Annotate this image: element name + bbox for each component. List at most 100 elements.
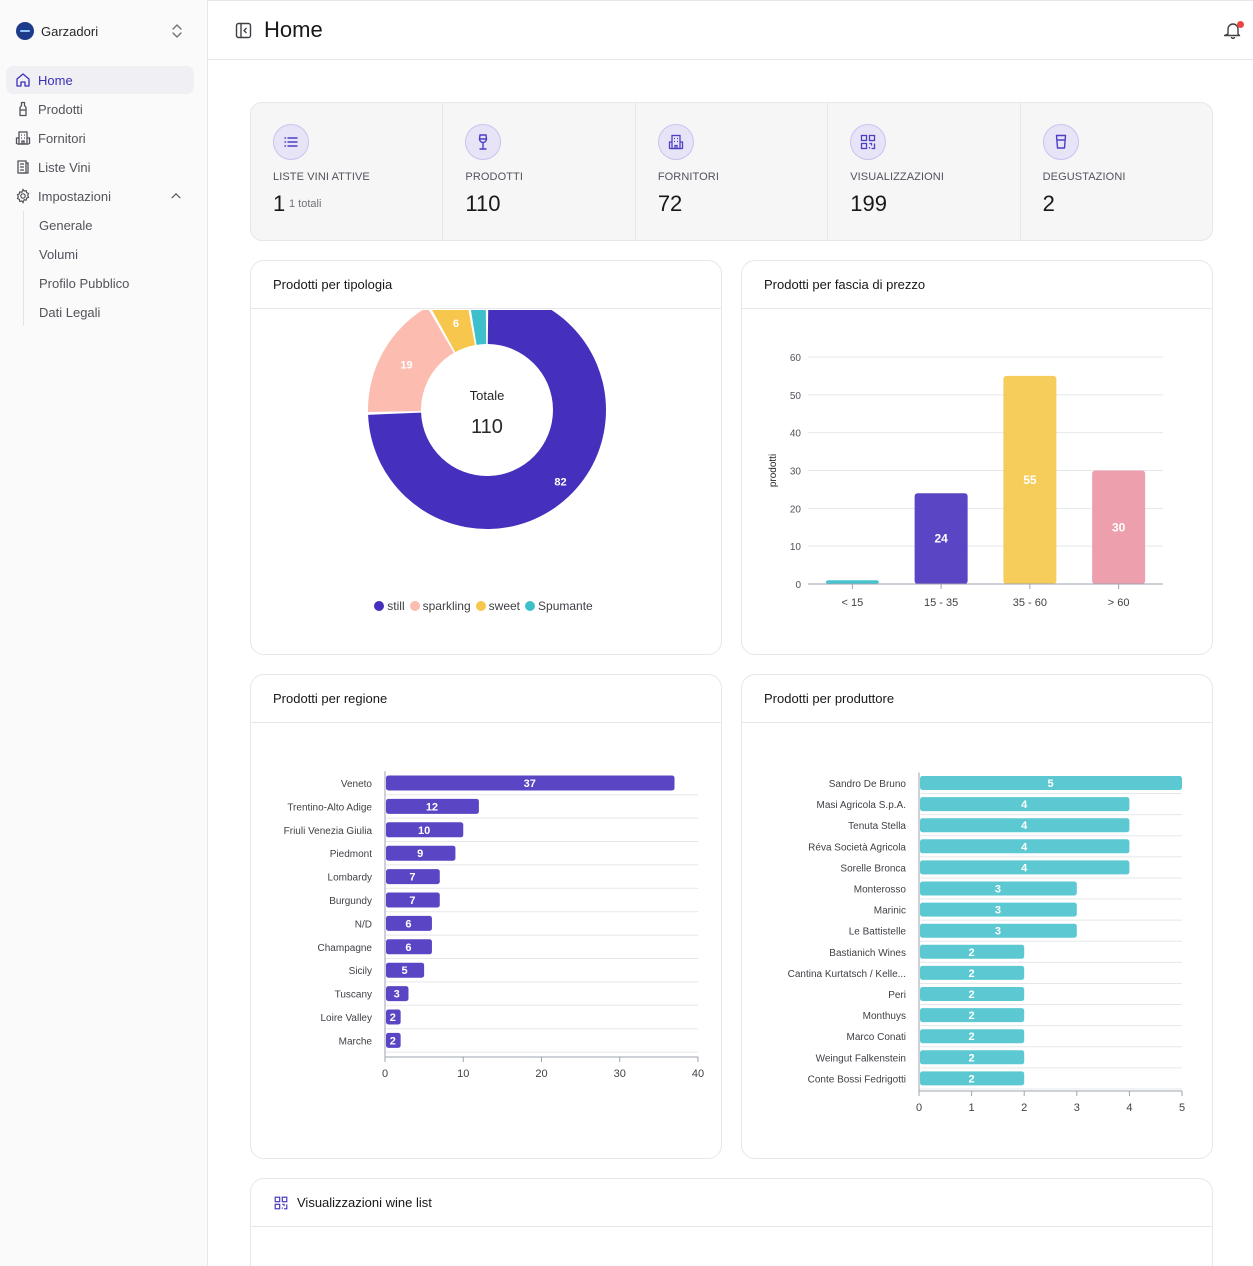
bar-value-label: 10 xyxy=(418,825,430,837)
bar-3[interactable] xyxy=(386,845,456,861)
card-prodotti-tipologia: Prodotti per tipologia 82 19 6 Totale 110 st… xyxy=(250,260,722,655)
sidebar-item-profilo-pubblico[interactable]: Profilo Pubblico xyxy=(33,269,194,297)
slice-value-label: 19 xyxy=(400,360,412,372)
bar-6[interactable] xyxy=(386,915,432,931)
bar-4[interactable] xyxy=(920,860,1130,875)
y-tick-label: Conte Bossi Fedrigotti xyxy=(808,1074,906,1085)
y-tick-label: Peri xyxy=(888,990,906,1001)
y-tick-label: 40 xyxy=(790,429,802,440)
legend-swatch xyxy=(409,601,420,611)
legend-label: Spumante xyxy=(538,599,593,613)
sidebar-toggle-icon[interactable] xyxy=(235,22,252,39)
x-tick-label: 3 xyxy=(1074,1102,1080,1114)
bar-2[interactable] xyxy=(920,818,1130,833)
stat-label: LISTE VINI ATTIVE xyxy=(273,171,370,183)
wine-glass-icon xyxy=(465,124,502,160)
sidebar-item-label: Liste Vini xyxy=(38,159,91,175)
x-tick-label: 15 - 35 xyxy=(924,597,958,609)
sidebar-item-home[interactable]: Home xyxy=(6,66,194,94)
bar-1[interactable] xyxy=(914,493,968,584)
bar-14[interactable] xyxy=(920,1071,1025,1086)
x-tick-label: 2 xyxy=(1021,1102,1027,1114)
bar-9[interactable] xyxy=(386,986,409,1002)
donut-slice-still[interactable] xyxy=(368,310,606,529)
bar-1[interactable] xyxy=(920,797,1130,812)
x-tick-label: 0 xyxy=(916,1102,922,1114)
org-switcher[interactable]: Garzadori xyxy=(8,14,192,48)
sidebar-item-liste-vini[interactable]: Liste Vini xyxy=(6,153,194,181)
sidebar-item-volumi[interactable]: Volumi xyxy=(33,240,194,268)
sidebar-item-impostazioni[interactable]: Impostazioni xyxy=(6,182,194,210)
sidebar-item-prodotti[interactable]: Prodotti xyxy=(6,95,194,123)
bar-2[interactable] xyxy=(1003,375,1057,584)
bar-7[interactable] xyxy=(386,939,432,955)
bar-10[interactable] xyxy=(920,987,1025,1001)
stats-panel: LISTE VINI ATTIVE 1 1 totali PRODOTTI 11… xyxy=(250,102,1213,241)
settings-subnav: Generale Volumi Profilo Pubblico Dati Le… xyxy=(23,211,194,326)
stat-value: 199 xyxy=(850,191,887,216)
bar-5[interactable] xyxy=(920,881,1077,896)
card-prodotti-fascia-prezzo: Prodotti per fascia di prezzo 0 10 20 30 40 5… xyxy=(741,260,1213,655)
donut-slice-sparkling[interactable] xyxy=(368,310,454,412)
bar-1[interactable] xyxy=(386,798,479,814)
legend-item-spumante[interactable]: Spumante xyxy=(525,599,593,613)
bar-0[interactable] xyxy=(825,580,879,584)
card-title: Prodotti per produttore xyxy=(742,675,1212,723)
bar-value-label: 6 xyxy=(405,942,411,954)
y-tick-label: 60 xyxy=(790,353,802,364)
bar-value-label: 2 xyxy=(390,1035,396,1047)
bell-icon[interactable] xyxy=(1224,21,1242,39)
bar-11[interactable] xyxy=(386,1032,401,1048)
bar-value-label: 3 xyxy=(394,989,400,1001)
stat-degustazioni: DEGUSTAZIONI 2 xyxy=(1021,103,1212,240)
bar-0[interactable] xyxy=(386,775,675,791)
sidebar-item-dati-legali[interactable]: Dati Legali xyxy=(33,298,194,326)
legend-item-sparkling[interactable]: sparkling xyxy=(409,599,471,613)
qr-code-icon xyxy=(274,1196,288,1209)
donut-slice-spumante[interactable] xyxy=(468,310,487,345)
bar-0[interactable] xyxy=(920,776,1182,790)
y-tick-label: Piedmont xyxy=(330,849,372,860)
bar-value-label: 4 xyxy=(1021,862,1028,874)
y-tick-label: Trentino-Alto Adige xyxy=(287,802,372,813)
bar-value-label: 37 xyxy=(524,778,536,790)
slice-value-label: 6 xyxy=(453,318,459,330)
qr-code-icon xyxy=(850,124,887,160)
stat-label: FORNITORI xyxy=(657,171,720,183)
bar-9[interactable] xyxy=(920,965,1025,980)
donut-slice-sweet[interactable] xyxy=(430,310,475,353)
home-icon xyxy=(16,73,30,87)
bar-2[interactable] xyxy=(386,822,464,838)
sidebar-item-generale[interactable]: Generale xyxy=(33,211,194,239)
bar-3[interactable] xyxy=(1092,470,1146,585)
bar-12[interactable] xyxy=(920,1029,1025,1044)
card-title: Prodotti per tipologia xyxy=(251,261,721,309)
bar-6[interactable] xyxy=(920,902,1077,917)
bar-4[interactable] xyxy=(386,869,440,885)
legend-label: sweet xyxy=(488,599,521,613)
bar-value-label: 2 xyxy=(390,1012,396,1024)
sidebar-item-label: Generale xyxy=(39,217,93,233)
x-tick-label: 20 xyxy=(535,1068,547,1080)
y-tick-label: 20 xyxy=(790,504,802,515)
legend-swatch xyxy=(475,601,486,611)
card-prodotti-produttore: Prodotti per produttore 0 1 2 3 4 5 Sandro De … xyxy=(741,674,1213,1159)
bar-3[interactable] xyxy=(920,839,1130,854)
bar-5[interactable] xyxy=(386,892,440,908)
bar-11[interactable] xyxy=(920,1008,1025,1023)
bar-8[interactable] xyxy=(386,962,425,978)
stat-value: 72 xyxy=(657,191,683,216)
legend-item-still[interactable]: still xyxy=(374,599,405,613)
bar-13[interactable] xyxy=(920,1050,1025,1065)
bar-7[interactable] xyxy=(920,923,1077,938)
bar-value-label: 12 xyxy=(426,801,438,813)
bar-value-label: 6 xyxy=(405,918,411,930)
bar-value-label: 5 xyxy=(402,965,408,977)
legend-item-sweet[interactable]: sweet xyxy=(475,599,521,613)
bar-10[interactable] xyxy=(386,1009,401,1025)
stat-value: 110 xyxy=(465,191,501,216)
x-tick-label: > 60 xyxy=(1108,597,1130,609)
page-title: Home xyxy=(264,17,323,42)
sidebar-item-fornitori[interactable]: Fornitori xyxy=(6,124,194,152)
bar-8[interactable] xyxy=(920,944,1025,959)
